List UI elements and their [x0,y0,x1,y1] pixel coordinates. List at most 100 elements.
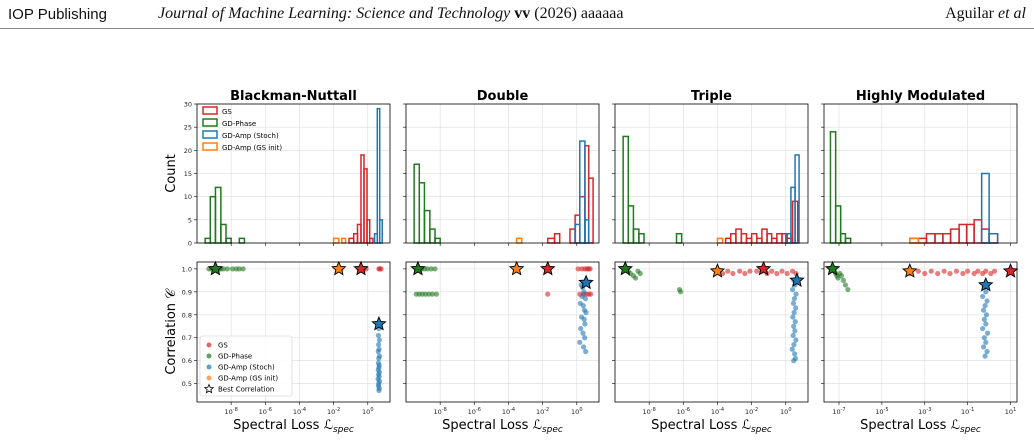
scatter-point-gd-amp-stoch- [582,335,588,341]
x-axis-label: Spectral Loss ℒspec [442,418,563,435]
hist-bar-gd-phase [204,237,212,244]
scatter-point-gd-amp-stoch- [790,314,796,320]
scatter-point-gd-phase [637,270,643,277]
scatter-point-gd-phase [424,266,431,272]
hist-ytick-label: 0 [188,240,192,248]
scatter-point-gd-amp-stoch- [984,298,990,304]
corr-xtick-label: 10-2 [327,407,340,416]
corr-xtick-label: 10-8 [225,407,238,416]
hist-bar-gs [745,237,753,244]
scatter-point-gs [922,270,928,277]
hist-grid [406,103,599,244]
hist-bar-gd-phase [834,205,842,244]
best-star-gs [539,260,556,276]
panel-highly-modulated: Highly Modulated 10-7 10-5 10-3 10-1 101 Spect… [821,89,1019,435]
header-rule [0,28,1034,29]
hist-bar-gs [740,232,748,244]
hist-ytick-label: 20 [184,147,192,155]
x-axis-label: Spectral Loss ℒspec [233,418,354,435]
scatter-point-gd-amp-stoch- [982,353,988,359]
scatter-point-gd-amp-stoch- [582,321,588,327]
hist-bar-gd-phase [675,232,683,244]
hist-bar-gd-phase [225,237,232,244]
journal-year: (2026) aaaaaa [534,5,624,22]
scatter-point-gd-phase [224,266,230,272]
scatter-point-gd-amp-stoch- [981,316,987,322]
corr-xtick-label: 10-8 [434,407,447,416]
scatter-point-gd-amp-stoch- [983,289,989,295]
hist-bar-gd-amp-stoch- [378,219,383,244]
journal-citation: Journal of Machine Learning: Science and… [158,5,624,23]
scatter-point-gd-amp-stoch- [583,309,589,316]
legend-label: GD-Phase [218,353,252,361]
corr-xtick-label: 10-6 [259,407,272,416]
scatter-point-gs [988,270,994,277]
scatter-point-gd-phase [840,277,846,283]
author-suffix: et al [998,5,1026,22]
hist-bar-gd-amp-gs-init- [909,237,920,244]
x-axis-label: Spectral Loss ℒspec [651,418,772,435]
hist-bar-gs [949,228,960,244]
page-header: IOP Publishing Journal of Machine Learni… [0,0,1034,30]
corr-y-axis-label: Correlation 𝒞 [164,288,179,375]
legend-dot [206,353,212,359]
scatter-point-gs [774,270,780,277]
legend-swatch [202,118,218,127]
scatter-point-gd-phase [429,291,435,297]
corr-xtick-label: 10-8 [643,407,656,416]
scatter-point-gd-phase [428,266,434,272]
hist-bar-gs [761,228,768,244]
legend-label: GD-Amp (Stoch) [218,364,275,372]
author-name: Aguilar [945,5,994,22]
scatter-point-gd-amp-stoch- [791,323,797,329]
scatter-point-gs [754,268,760,274]
scatter-point-gd-amp-stoch- [791,358,797,364]
scatter-point-gd-phase [229,266,236,272]
scatter-point-gd-amp-stoch- [376,337,383,343]
hist-bar-gd-amp-gs-init- [341,237,347,244]
scatter-point-gd-amp-stoch- [577,339,583,345]
legend-label: GD-Amp (GS init) [222,144,282,152]
corr-ytick-label: 0.8 [182,311,192,319]
hist-bar-gs [553,232,561,244]
scatter-point-gd-phase [433,291,439,297]
hist-bar-gs [958,223,968,244]
journal-volume: vv [514,5,531,22]
hist-bar-gd-amp-stoch- [980,172,990,244]
best-star-gd-amp-gs-init- [709,263,726,278]
legend-swatch [202,130,218,139]
hist-bar-gs [770,237,778,244]
best-star-gd-amp-gs-init- [508,260,525,276]
scatter-point-gd-amp-stoch- [792,319,798,325]
scatter-point-gd-amp-stoch- [793,291,799,297]
hist-bar-gs [776,232,783,244]
legend-label: GD-Phase [222,120,256,128]
scatter-point-gd-phase [432,266,438,272]
best-star-gd-amp-stoch- [977,276,994,292]
corr-frame [405,261,600,403]
scatter-point-gd-amp-stoch- [793,305,799,311]
hist-bar-gd-phase [413,163,421,244]
corr-xtick-label: 10-5 [875,407,888,416]
corr-xtick-label: 10-2 [536,407,549,416]
scatter-point-gd-amp-stoch- [792,328,798,334]
best-star-gd-amp-stoch- [371,315,387,331]
hist-bar-gd-amp-gs-init- [716,237,724,244]
scatter-point-gs [983,268,989,274]
scatter-point-gd-amp-stoch- [790,300,797,306]
corr-ytick-label: 0.9 [182,288,192,296]
hist-bar-gs [980,228,990,244]
hist-bar-gd-amp-gs-init- [332,237,340,244]
scatter-point-gd-amp-stoch- [983,312,990,318]
hist-bar-gs [942,232,952,244]
scatter-point-gs [378,266,384,272]
scatter-point-gd-amp-stoch- [791,309,797,316]
corr-xtick-label: 101 [1005,407,1016,416]
panel-title: Highly Modulated [856,89,985,104]
hist-bar-gd-phase [238,237,246,244]
scatter-point-gs [779,268,785,274]
corr-ytick-label: 0.5 [182,380,192,388]
corr-xtick-label: 10-4 [502,407,515,416]
scatter-point-gs [747,268,753,274]
